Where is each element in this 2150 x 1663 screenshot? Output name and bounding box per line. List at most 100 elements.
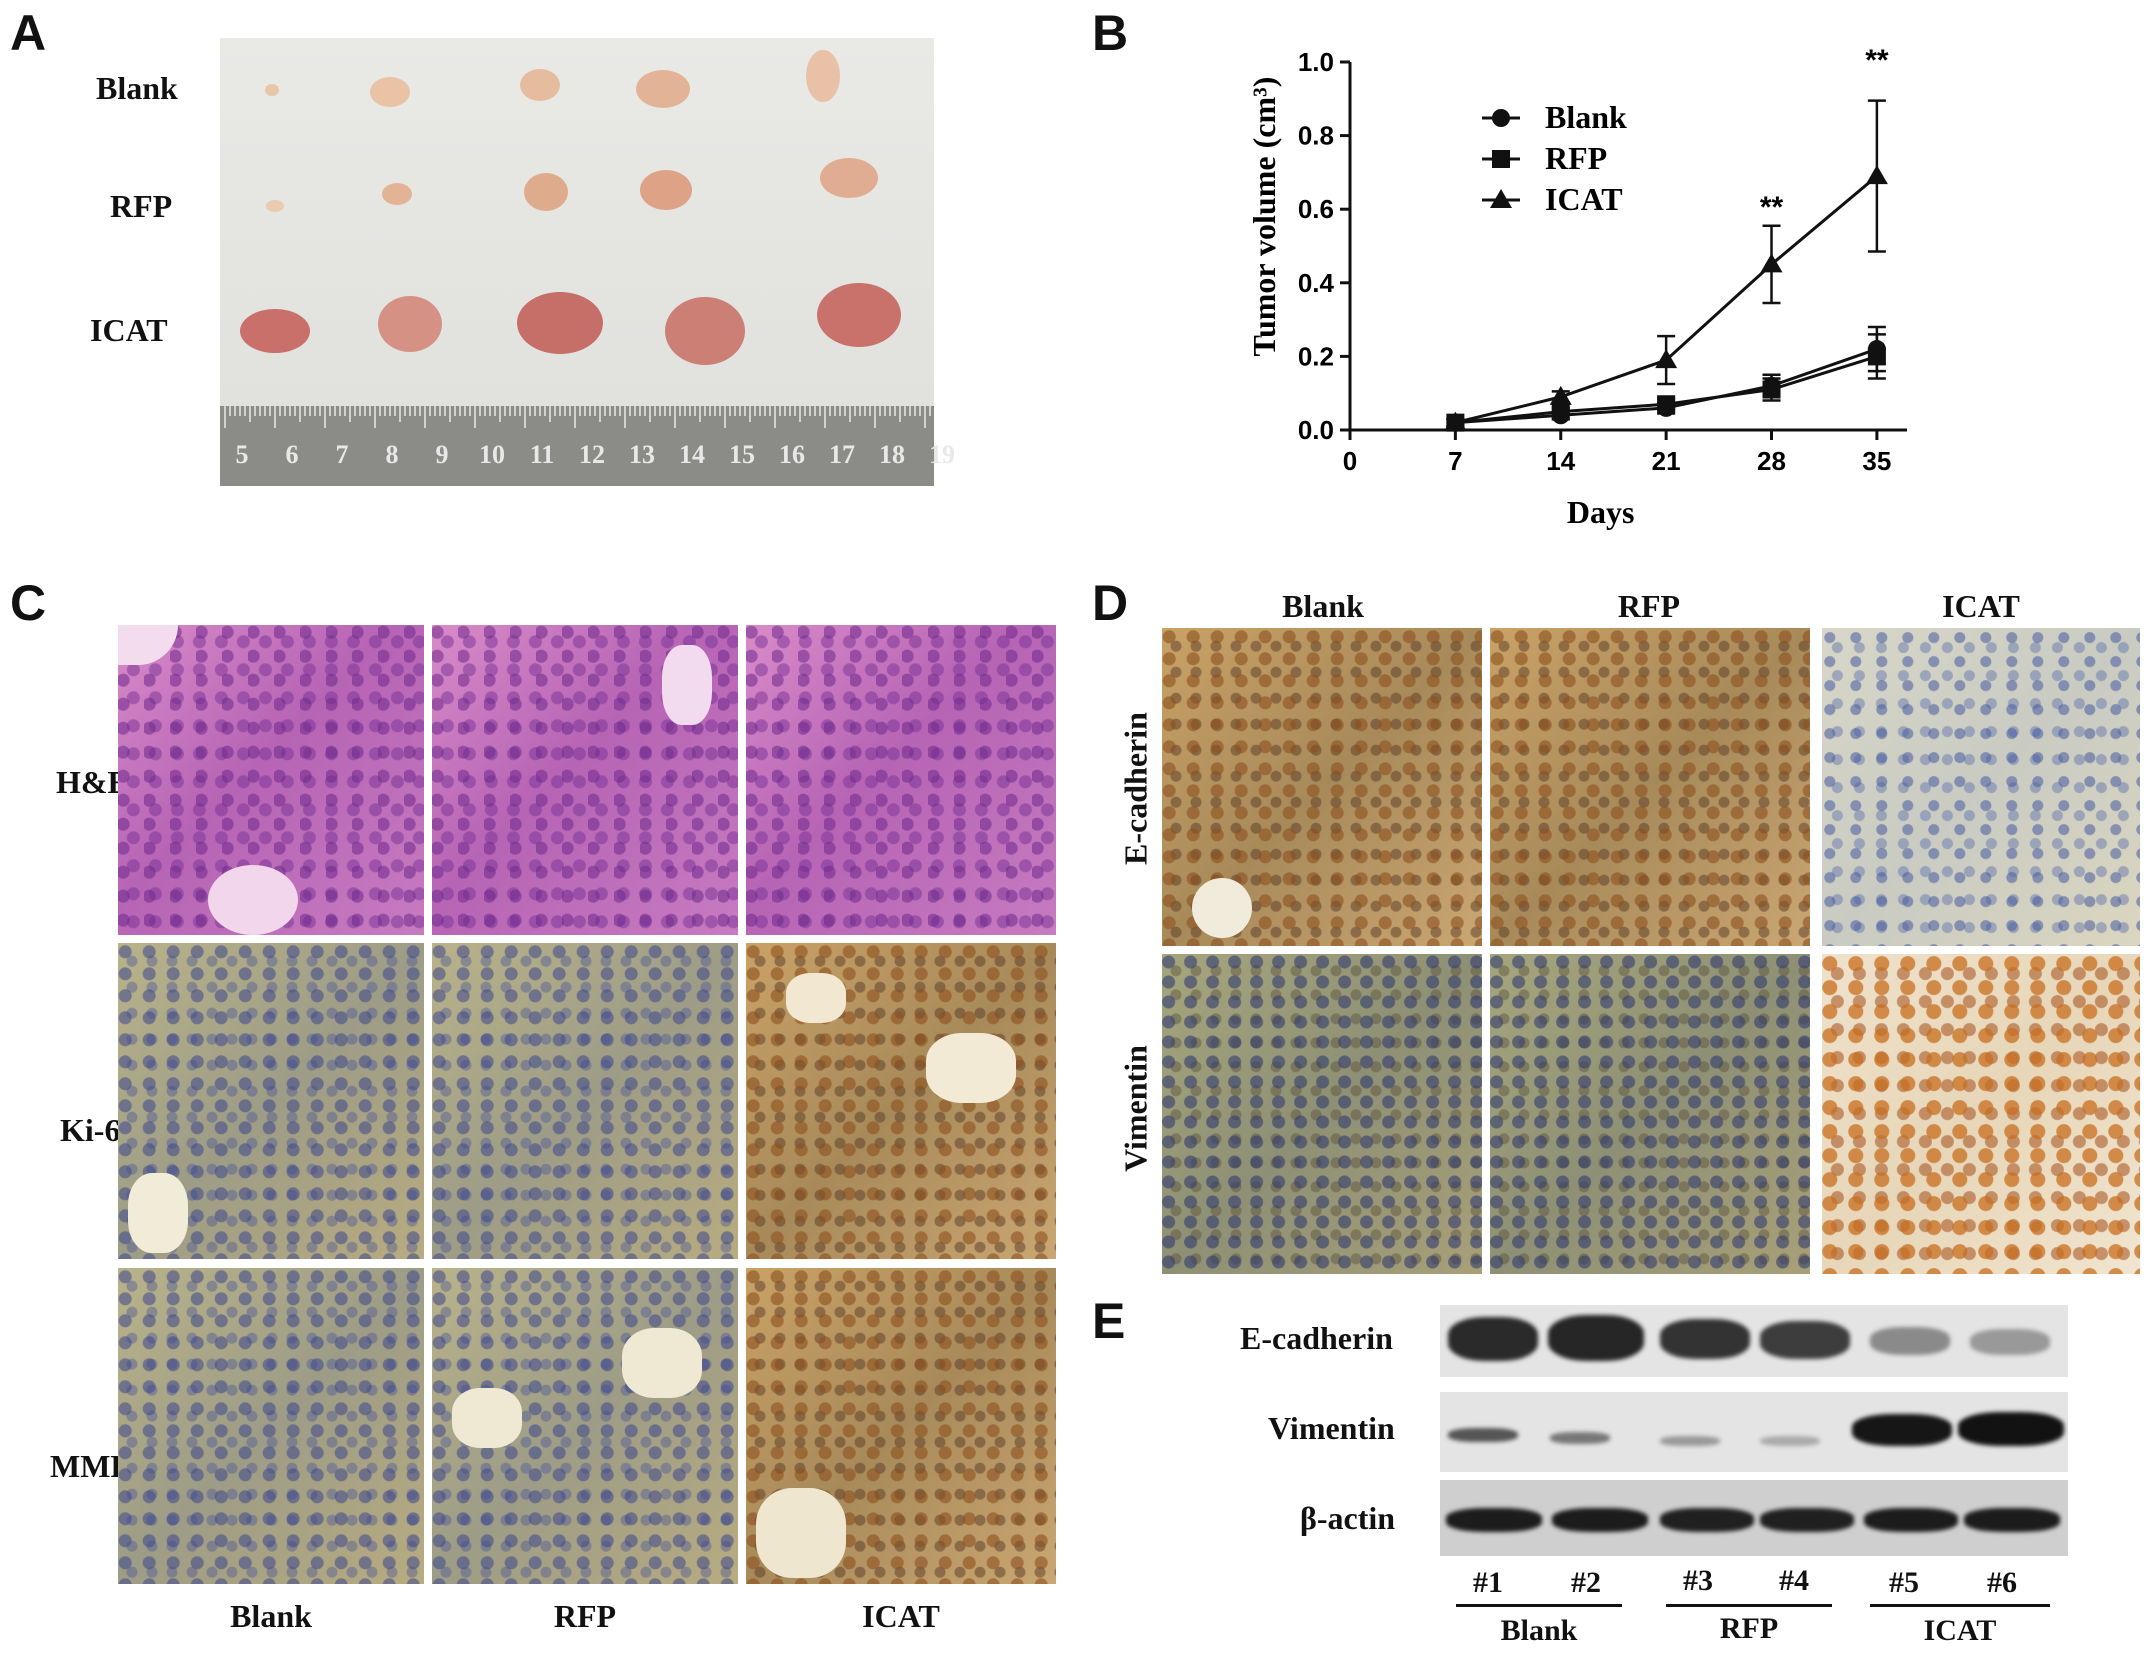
ruler-number: 11 (529, 440, 555, 469)
panel-d-row-ecadherin: E-cadherin (1117, 712, 1154, 865)
ecadherin-icat-image (1822, 628, 2140, 946)
lane-4-label: #4 (1779, 1564, 1809, 1597)
ruler-number: 10 (479, 440, 505, 469)
x-tick-label: 14 (1546, 446, 1575, 476)
ruler-number: 6 (285, 440, 299, 469)
group-line-blank (1456, 1604, 1622, 1607)
panel-e-row-vimentin: Vimentin (1268, 1410, 1395, 1446)
ecadherin-rfp-image (1490, 628, 1810, 946)
panel-a-row-icat: ICAT (90, 312, 168, 348)
legend-marker (1490, 189, 1512, 208)
lane-5-label: #5 (1889, 1566, 1919, 1599)
tumor (265, 84, 279, 96)
y-axis-label: Tumor volume (cm³) (1246, 77, 1282, 357)
data-point (1760, 253, 1783, 273)
tumor (640, 170, 692, 210)
vimentin-icat-image (1822, 954, 2140, 1274)
ecadherin-blot (1440, 1305, 2068, 1377)
x-tick-label: 28 (1757, 446, 1786, 476)
he-icat-image (746, 625, 1056, 935)
ruler-number: 5 (235, 440, 249, 469)
lane-6-label: #6 (1987, 1566, 2017, 1599)
ecadherin-blank-image (1162, 628, 1482, 946)
mmp9-blank-image (118, 1268, 424, 1584)
panel-c-col-icat: ICAT (862, 1598, 940, 1634)
legend-label: RFP (1545, 140, 1607, 176)
tumor (382, 183, 412, 205)
panel-a-label: A (10, 5, 47, 61)
ruler-number: 8 (385, 440, 399, 469)
panel-b-label: B (1092, 5, 1129, 61)
panel-e-label: E (1092, 1293, 1126, 1349)
series-line (1455, 174, 1878, 425)
panel-d-col-icat: ICAT (1942, 588, 2020, 624)
legend-marker (1492, 150, 1510, 168)
panel-e-row-ecadherin: E-cadherin (1240, 1320, 1393, 1356)
lane-1-label: #1 (1473, 1566, 1503, 1599)
ki67-rfp-image (432, 943, 738, 1259)
ruler-number: 13 (629, 440, 655, 469)
he-rfp-image (432, 625, 738, 935)
data-point (1549, 385, 1572, 405)
tumor (517, 292, 603, 354)
ruler-number: 7 (335, 440, 349, 469)
y-tick-label: 1.0 (1298, 47, 1334, 77)
group-label-rfp: RFP (1719, 1612, 1779, 1645)
group-label-blank: Blank (1500, 1614, 1578, 1647)
tumor-photo: 5 6 7 8 9 10 11 12 13 14 15 16 17 18 19 (220, 38, 956, 486)
x-tick-label: 7 (1448, 446, 1462, 476)
y-tick-label: 0.6 (1298, 194, 1334, 224)
x-tick-label: 35 (1862, 446, 1891, 476)
panel-d-label: D (1092, 575, 1129, 631)
x-axis-label: Days (1567, 494, 1635, 530)
y-tick-label: 0.4 (1298, 268, 1335, 298)
data-point (1865, 165, 1888, 185)
panel-c-row-he: H&E (56, 764, 129, 800)
tumor (370, 77, 410, 107)
ruler-number: 18 (879, 440, 905, 469)
mmp9-icat-image (746, 1268, 1056, 1584)
tumor (378, 296, 442, 352)
ki67-blank-image (118, 943, 424, 1259)
ruler-number: 12 (579, 440, 605, 469)
data-point (1762, 380, 1781, 399)
y-tick-label: 0.8 (1298, 121, 1334, 151)
panel-c-label: C (10, 575, 47, 631)
ruler-number: 16 (779, 440, 805, 469)
significance-mark: ** (1760, 191, 1784, 224)
ruler (220, 406, 934, 486)
panel-c-col-rfp: RFP (553, 1598, 617, 1634)
tumor-volume-chart: 0.0 0.2 0.4 0.6 0.8 1.0 0 7 14 21 28 35 Days Tumor vo… (1246, 44, 1907, 530)
vimentin-blank-image (1162, 954, 1482, 1274)
tumor-photo-svg (220, 50, 936, 486)
vimentin-rfp-image (1490, 954, 1810, 1274)
tumor (665, 297, 745, 365)
he-blank-image (118, 625, 424, 935)
ruler-number: 19 (929, 440, 955, 469)
group-line-icat (1870, 1604, 2050, 1607)
x-tick-label: 0 (1343, 446, 1357, 476)
panel-d-col-blank: Blank (1282, 588, 1364, 624)
tumor (806, 50, 840, 102)
y-tick-label: 0.0 (1298, 415, 1334, 445)
group-label-icat: ICAT (1923, 1614, 1997, 1647)
lane-3-label: #3 (1683, 1564, 1713, 1597)
group-line-rfp (1666, 1604, 1832, 1607)
panel-d-col-rfp: RFP (1617, 588, 1681, 624)
mmp9-rfp-image (432, 1268, 738, 1584)
ruler-number: 17 (829, 440, 855, 469)
panel-a-row-rfp: RFP (110, 188, 173, 224)
tumor (820, 158, 878, 198)
panel-a-row-blank: Blank (96, 70, 178, 106)
x-tick-label: 21 (1652, 446, 1681, 476)
data-point (1655, 349, 1678, 369)
ki67-icat-image (746, 943, 1056, 1259)
data-point (1657, 395, 1676, 414)
tumor (524, 173, 568, 211)
tumor (817, 283, 901, 347)
ruler-numbers: 5 6 7 8 9 10 11 12 13 14 15 16 17 18 19 (220, 440, 956, 480)
panel-d-row-vimentin: Vimentin (1117, 1045, 1154, 1172)
data-point (1551, 402, 1570, 421)
lane-2-label: #2 (1571, 1566, 1601, 1599)
series-icat (1444, 99, 1888, 431)
